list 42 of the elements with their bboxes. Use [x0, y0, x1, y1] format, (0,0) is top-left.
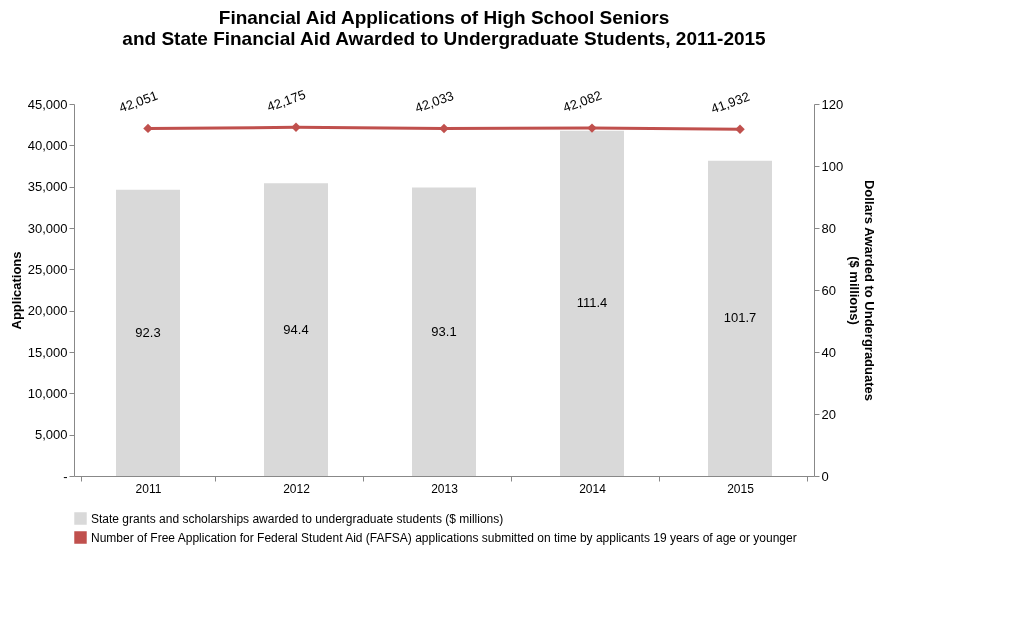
y2-tick-label: 120	[821, 96, 844, 112]
data-label: 92.3	[135, 324, 161, 340]
y-tick-label: 15,000	[27, 344, 68, 360]
y-tick-label: 45,000	[27, 96, 68, 112]
bar	[560, 130, 624, 476]
y-tick-label: 10,000	[27, 385, 68, 401]
y-tick-label: 20,000	[27, 303, 68, 319]
x-tick-label: 2011	[135, 481, 162, 496]
y-tick-label: 40,000	[27, 137, 68, 153]
data-label: 111.4	[576, 295, 608, 311]
y-axis-title: Applications	[8, 251, 24, 330]
x-tick-label: 2015	[727, 481, 755, 496]
y2-axis-title: Dollars Awarded to Undergraduates ($ millions)	[847, 179, 878, 402]
y-tick-label: 30,000	[27, 220, 68, 236]
bar	[116, 189, 180, 476]
data-label: 101.7	[723, 310, 757, 326]
legend-label: State grants and scholarships awarded to undergraduate students ($ millions)	[91, 511, 504, 526]
data-label: 93.1	[431, 323, 457, 339]
y2-tick-label: 40	[821, 344, 836, 360]
x-tick-label: 2012	[283, 481, 311, 496]
data-label: 42,175	[265, 86, 308, 115]
bar	[264, 183, 328, 476]
y-tick-label: 25,000	[27, 261, 68, 277]
y2-tick-label: 60	[821, 282, 836, 298]
y2-tick-label: 0	[821, 468, 829, 484]
y-tick-label: -	[63, 468, 68, 484]
y-tick-label: 5,000	[34, 427, 68, 443]
data-label: 41,932	[709, 88, 752, 117]
bar	[412, 187, 476, 476]
data-label: 42,082	[561, 87, 604, 116]
y2-tick-label: 80	[821, 220, 836, 236]
chart-title: Financial Aid Applications of High School Seniors and State Financial Aid Awarded to Undergraduate Students, 2011-2015	[122, 6, 767, 49]
x-tick-label: 2013	[431, 481, 459, 496]
y2-tick-label: 20	[821, 406, 836, 422]
y-tick-label: 35,000	[27, 179, 68, 195]
data-label: 42,033	[413, 87, 456, 116]
x-tick-label: 2014	[579, 481, 607, 496]
data-label: 42,051	[117, 87, 160, 116]
y2-tick-label: 100	[821, 158, 844, 174]
bar	[708, 160, 772, 476]
data-label: 94.4	[283, 321, 309, 337]
legend-label: Number of Free Application for Federal Student Aid (FAFSA) applications submitted on time by applicants 19 years of age or younger	[91, 530, 797, 545]
